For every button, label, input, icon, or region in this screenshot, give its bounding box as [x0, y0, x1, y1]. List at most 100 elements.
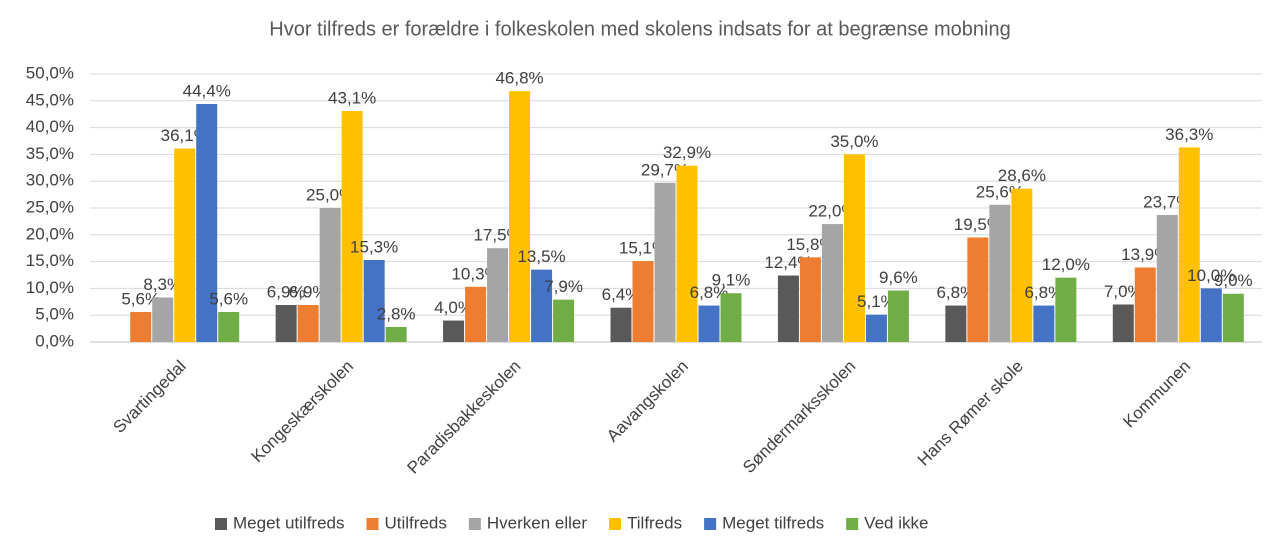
- bar: [465, 286, 487, 342]
- value-label: 28,6%: [998, 166, 1046, 185]
- bar: [218, 311, 240, 342]
- bar: [363, 259, 385, 342]
- value-label: 7,9%: [544, 277, 583, 296]
- bar: [654, 182, 676, 342]
- value-label: 9,6%: [879, 268, 918, 287]
- legend-swatch: [609, 518, 622, 530]
- value-label: 44,4%: [183, 82, 231, 101]
- bar: [1134, 267, 1156, 342]
- bar: [777, 275, 799, 342]
- value-label: 5,6%: [209, 289, 248, 308]
- bar: [610, 307, 632, 342]
- bar: [989, 204, 1011, 342]
- y-tick-label: 35,0%: [26, 144, 74, 163]
- bar: [1178, 147, 1200, 342]
- bar: [720, 293, 742, 342]
- legend-swatch: [468, 518, 481, 530]
- bar: [945, 305, 967, 342]
- bar: [698, 305, 720, 342]
- x-tick-label: Svartingedal: [109, 357, 189, 437]
- value-label: 6,4%: [602, 285, 641, 304]
- x-tick-label: Kommunen: [1119, 357, 1194, 432]
- bar: [196, 104, 218, 343]
- value-label: 9,1%: [712, 271, 751, 290]
- chart-title: Hvor tilfreds er forældre i folkeskolen …: [269, 18, 1010, 40]
- bar: [487, 248, 509, 342]
- value-label: 6,9%: [289, 283, 328, 302]
- y-tick-label: 20,0%: [26, 224, 74, 243]
- bar: [632, 261, 654, 342]
- x-tick-label: Søndermarksskolen: [739, 357, 859, 477]
- value-label: 15,3%: [350, 237, 398, 256]
- y-tick-label: 10,0%: [26, 278, 74, 297]
- bar: [275, 305, 297, 342]
- x-tick-label: Paradisbakkeskolen: [404, 357, 525, 478]
- value-label: 6,8%: [690, 283, 729, 302]
- bar: [799, 257, 821, 342]
- bar: [1033, 305, 1055, 342]
- legend-label: Meget tilfreds: [722, 513, 824, 532]
- bar: [821, 224, 843, 342]
- legend-swatch: [215, 518, 227, 530]
- value-label: 10,0%: [1187, 266, 1235, 285]
- bar: [843, 154, 865, 342]
- bar: [887, 290, 909, 342]
- bar: [531, 269, 553, 342]
- value-label: 2,8%: [377, 304, 416, 323]
- legend-swatch: [704, 518, 717, 530]
- bar: [865, 314, 887, 342]
- value-label: 43,1%: [328, 88, 376, 107]
- bar: [1055, 277, 1077, 342]
- y-tick-label: 50,0%: [26, 63, 74, 82]
- x-tick-label: Hans Rømer skole: [914, 357, 1027, 470]
- value-label: 35,0%: [830, 132, 878, 151]
- value-label: 5,1%: [857, 292, 896, 311]
- y-tick-label: 5,0%: [35, 305, 74, 324]
- value-label: 12,0%: [1042, 255, 1090, 274]
- legend-label: Ved ikke: [864, 513, 928, 532]
- bar: [676, 165, 698, 342]
- legend-swatch: [846, 518, 859, 530]
- legend-label: Meget utilfreds: [233, 513, 345, 532]
- bar: [174, 148, 196, 342]
- value-label: 13,5%: [517, 247, 565, 266]
- legend-swatch: [366, 518, 379, 530]
- bar: [1011, 188, 1033, 342]
- legend-label: Tilfreds: [627, 513, 682, 532]
- value-label: 6,9%: [267, 283, 306, 302]
- value-label: 32,9%: [663, 143, 711, 162]
- y-tick-label: 40,0%: [26, 117, 74, 136]
- x-tick-label: Aavangskolen: [603, 357, 692, 446]
- value-label: 4,0%: [434, 298, 473, 317]
- y-tick-label: 30,0%: [26, 171, 74, 190]
- bar: [297, 305, 319, 342]
- value-label: 9,0%: [1214, 271, 1253, 290]
- bar: [509, 91, 531, 342]
- bar: [319, 208, 341, 342]
- value-label: 36,3%: [1165, 125, 1213, 144]
- bar: [443, 320, 465, 342]
- bar: [341, 110, 363, 342]
- y-tick-label: 25,0%: [26, 197, 74, 216]
- bar: [385, 326, 407, 342]
- bar: [1222, 293, 1244, 342]
- bar: [1112, 304, 1134, 342]
- value-label: 6,8%: [936, 283, 975, 302]
- bar: [152, 297, 174, 342]
- bar: [553, 299, 575, 342]
- value-label: 5,6%: [121, 289, 160, 308]
- bar: [967, 237, 989, 342]
- value-label: 46,8%: [495, 69, 543, 88]
- bar: [1200, 288, 1222, 342]
- legend-label: Hverken eller: [487, 513, 587, 532]
- y-tick-label: 0,0%: [35, 331, 74, 350]
- legend-label: Utilfreds: [385, 513, 447, 532]
- y-tick-label: 15,0%: [26, 251, 74, 270]
- value-label: 8,3%: [143, 275, 182, 294]
- bar: [1156, 214, 1178, 342]
- value-label: 6,8%: [1024, 283, 1063, 302]
- y-tick-label: 45,0%: [26, 90, 74, 109]
- x-tick-label: Kongeskærskolen: [247, 357, 357, 467]
- bar: [130, 311, 152, 342]
